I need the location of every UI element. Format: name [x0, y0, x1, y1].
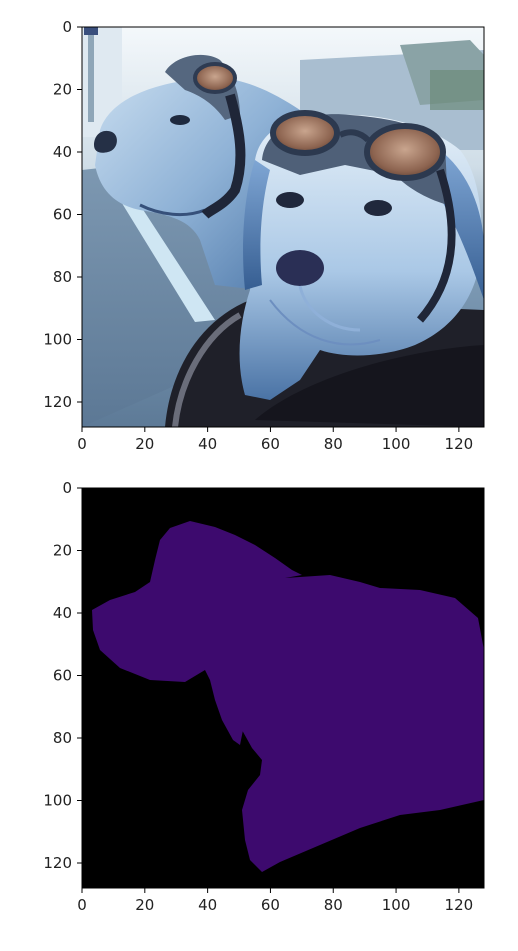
x-tick-label: 40	[198, 896, 217, 914]
y-tick-label: 60	[53, 667, 72, 685]
x-tick-label: 120	[445, 896, 474, 914]
y-tick-label: 120	[43, 393, 72, 411]
y-tick-label: 80	[53, 729, 72, 747]
x-tick-label: 60	[261, 896, 280, 914]
y-tick-label: 0	[62, 479, 72, 497]
mask-panel: 0 20 40 60 80 100 120 0 20 40 60 80 100 120	[43, 479, 485, 914]
y-tick-label: 100	[43, 331, 72, 349]
x-tick-label: 60	[261, 435, 280, 453]
y-tick-label: 0	[62, 18, 72, 36]
y-tick-label: 20	[53, 81, 72, 99]
x-tick-label: 120	[445, 435, 474, 453]
y-tick-label: 100	[43, 792, 72, 810]
segmentation-mask	[82, 488, 484, 888]
image-panel: 0 20 40 60 80 100 120 0 20 40 60 80 100 120	[43, 18, 485, 453]
y-tick-label: 20	[53, 542, 72, 560]
x-tick-label: 80	[324, 896, 343, 914]
x-tick-label: 0	[77, 896, 87, 914]
x-tick-label: 20	[135, 896, 154, 914]
y-tick-label: 40	[53, 143, 72, 161]
x-tick-label: 0	[77, 435, 87, 453]
y-tick-label: 40	[53, 604, 72, 622]
y-tick-label: 80	[53, 268, 72, 286]
x-tick-label: 20	[135, 435, 154, 453]
x-tick-label: 100	[382, 435, 411, 453]
axes: 0 20 40 60 80 100 120 0 20 40 60 80 100 120	[43, 18, 473, 453]
y-tick-label: 120	[43, 854, 72, 872]
axes: 0 20 40 60 80 100 120 0 20 40 60 80 100 120	[43, 479, 473, 914]
x-tick-label: 80	[324, 435, 343, 453]
x-tick-label: 100	[382, 896, 411, 914]
y-tick-label: 60	[53, 206, 72, 224]
x-tick-label: 40	[198, 435, 217, 453]
dogs-photo	[82, 27, 484, 427]
